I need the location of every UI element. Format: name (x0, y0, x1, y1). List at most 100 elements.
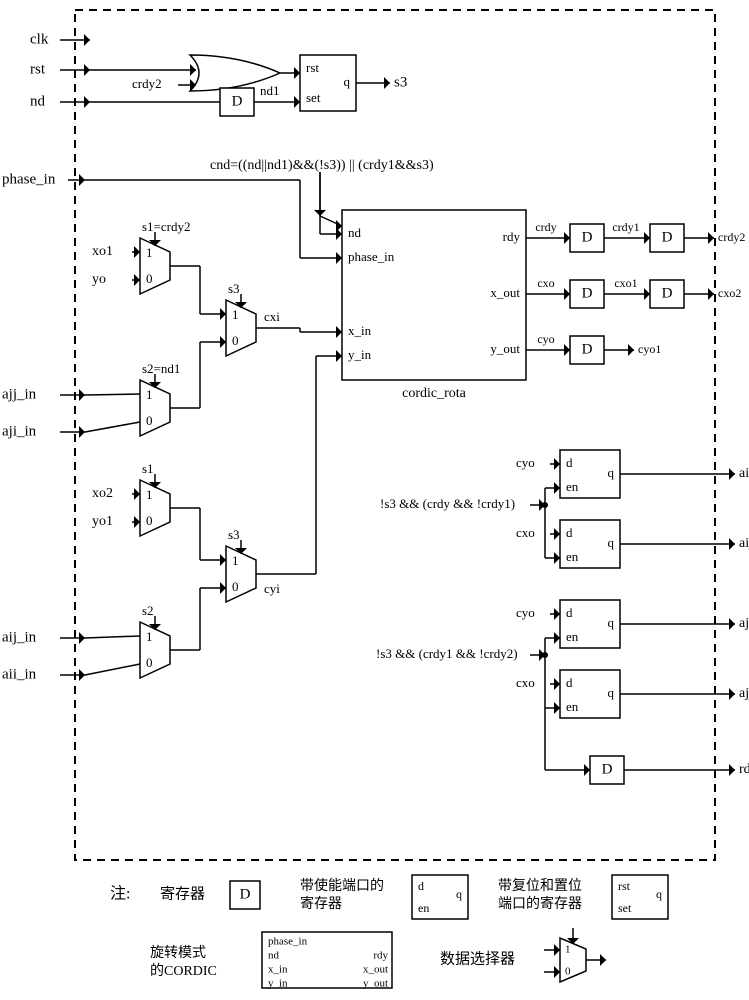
svg-text:y_out: y_out (490, 341, 520, 356)
svg-text:s3: s3 (228, 527, 240, 542)
svg-text:xo2: xo2 (92, 486, 113, 501)
svg-text:aji_in: aji_in (2, 423, 37, 439)
svg-text:aji_out: aji_out (739, 616, 749, 631)
svg-text:y_in: y_in (268, 978, 288, 990)
svg-text:rdy: rdy (373, 950, 388, 962)
svg-text:cnd=((nd||nd1)&&(!s3)) || (crd: cnd=((nd||nd1)&&(!s3)) || (crdy1&&s3) (210, 158, 434, 173)
svg-text:d: d (566, 525, 573, 540)
svg-text:1: 1 (232, 553, 239, 568)
svg-text:rst: rst (30, 61, 46, 77)
svg-text:D: D (240, 886, 251, 902)
svg-text:!s3 && (crdy1 && !crdy2): !s3 && (crdy1 && !crdy2) (376, 646, 518, 661)
svg-text:cordic_rota: cordic_rota (402, 386, 467, 401)
svg-text:0: 0 (146, 655, 153, 670)
svg-text:的CORDIC: 的CORDIC (150, 963, 217, 979)
svg-text:x_out: x_out (490, 285, 520, 300)
svg-text:寄存器: 寄存器 (160, 884, 205, 902)
svg-text:注:: 注: (110, 885, 130, 903)
svg-text:D: D (582, 229, 593, 245)
svg-text:rst: rst (306, 60, 319, 75)
svg-text:端口的寄存器: 端口的寄存器 (498, 895, 582, 912)
svg-text:x_out: x_out (363, 964, 388, 976)
svg-text:y_out: y_out (363, 978, 388, 990)
svg-text:cxo2: cxo2 (718, 286, 741, 300)
svg-text:cyo: cyo (537, 332, 554, 346)
svg-text:cyi: cyi (264, 581, 280, 596)
svg-text:1: 1 (565, 944, 571, 956)
svg-text:phase_in: phase_in (348, 249, 395, 264)
svg-text:D: D (662, 229, 673, 245)
svg-text:旋转模式: 旋转模式 (150, 945, 206, 961)
svg-text:phase_in: phase_in (2, 171, 56, 187)
svg-text:q: q (656, 887, 662, 901)
svg-text:0: 0 (146, 413, 153, 428)
svg-text:q: q (344, 74, 351, 89)
svg-text:0: 0 (565, 966, 571, 978)
svg-text:D: D (602, 761, 613, 777)
svg-text:1: 1 (146, 387, 153, 402)
svg-text:!s3 && (crdy && !crdy1): !s3 && (crdy && !crdy1) (380, 496, 515, 511)
svg-text:cxo1: cxo1 (614, 276, 637, 290)
svg-text:1: 1 (146, 487, 153, 502)
svg-text:en: en (566, 549, 579, 564)
svg-text:D: D (662, 285, 673, 301)
svg-text:D: D (232, 93, 243, 109)
svg-text:xo1: xo1 (92, 244, 113, 259)
svg-text:cxo: cxo (516, 525, 535, 540)
svg-text:q: q (608, 535, 615, 550)
svg-text:en: en (566, 479, 579, 494)
svg-text:cxo: cxo (516, 675, 535, 690)
svg-text:nd: nd (30, 93, 46, 109)
svg-text:d: d (566, 605, 573, 620)
svg-text:cyo: cyo (516, 605, 535, 620)
svg-text:crdy1: crdy1 (612, 220, 639, 234)
svg-text:nd: nd (268, 950, 280, 962)
svg-text:set: set (618, 901, 632, 915)
svg-text:cyo1: cyo1 (638, 342, 661, 356)
svg-text:cxo: cxo (537, 276, 554, 290)
svg-text:cxi: cxi (264, 309, 280, 324)
svg-text:en: en (566, 699, 579, 714)
svg-text:1: 1 (146, 629, 153, 644)
svg-text:带复位和置位: 带复位和置位 (498, 877, 582, 894)
svg-text:rdy: rdy (503, 229, 521, 244)
svg-text:q: q (608, 465, 615, 480)
svg-text:数据选择器: 数据选择器 (440, 950, 515, 967)
svg-text:clk: clk (30, 31, 49, 47)
svg-text:s1: s1 (142, 461, 154, 476)
svg-text:ajj_out: ajj_out (739, 686, 749, 701)
svg-text:d: d (566, 675, 573, 690)
svg-text:crdy2: crdy2 (718, 230, 745, 244)
svg-text:q: q (456, 887, 462, 901)
svg-text:en: en (566, 629, 579, 644)
svg-text:0: 0 (146, 513, 153, 528)
svg-text:1: 1 (232, 307, 239, 322)
svg-text:s2=nd1: s2=nd1 (142, 361, 180, 376)
svg-text:cyo: cyo (516, 455, 535, 470)
svg-text:1: 1 (146, 245, 153, 260)
svg-text:q: q (608, 615, 615, 630)
svg-text:aij_in: aij_in (2, 629, 37, 645)
svg-text:nd1: nd1 (260, 83, 280, 98)
svg-text:yo1: yo1 (92, 514, 113, 529)
svg-text:s1=crdy2: s1=crdy2 (142, 219, 191, 234)
svg-text:phase_in: phase_in (268, 936, 308, 948)
svg-text:aii_in: aii_in (2, 666, 37, 682)
svg-text:rst: rst (618, 879, 631, 893)
svg-text:s3: s3 (228, 281, 240, 296)
svg-text:d: d (418, 879, 424, 893)
svg-text:aii_out: aii_out (739, 466, 749, 481)
svg-text:s3: s3 (394, 74, 407, 90)
svg-text:D: D (582, 285, 593, 301)
svg-text:0: 0 (232, 579, 239, 594)
svg-text:en: en (418, 901, 429, 915)
svg-text:crdy2: crdy2 (132, 76, 162, 91)
svg-text:crdy: crdy (535, 220, 556, 234)
svg-text:ajj_in: ajj_in (2, 386, 37, 402)
svg-text:x_in: x_in (268, 964, 288, 976)
svg-text:yo: yo (92, 272, 106, 287)
svg-text:rdy: rdy (739, 762, 749, 777)
svg-text:D: D (582, 341, 593, 357)
svg-text:y_in: y_in (348, 347, 372, 362)
svg-text:0: 0 (232, 333, 239, 348)
